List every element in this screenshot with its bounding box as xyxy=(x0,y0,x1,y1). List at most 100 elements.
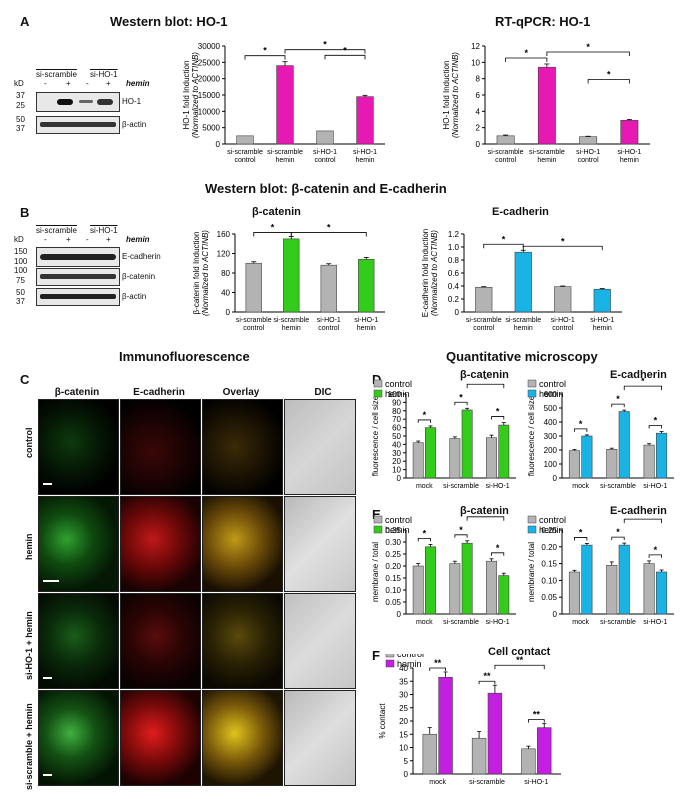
y-tick-label: 300 xyxy=(544,432,558,441)
x-tick-label: mock xyxy=(572,619,589,626)
y-tick-label: 120 xyxy=(217,250,231,259)
x-tick-label: mock xyxy=(429,779,446,786)
x-tick-label: hemin xyxy=(537,157,556,164)
legend-label: hemin xyxy=(397,659,422,669)
significance-marker: * xyxy=(616,527,620,537)
x-tick-label: si-HO-1 xyxy=(643,619,667,626)
y-axis-label: (Normalized to ACTINB) xyxy=(201,230,210,316)
y-tick-label: 10 xyxy=(392,466,401,475)
x-tick-label: si-HO-1 xyxy=(317,317,341,324)
title-quant: Quantitative microscopy xyxy=(446,349,598,364)
bar xyxy=(283,238,300,313)
immuno-row-label: control xyxy=(24,427,34,459)
significance-marker: * xyxy=(641,378,645,386)
significance-bracket xyxy=(478,680,496,685)
title-rtqpcr-ho1: RT-qPCR: HO-1 xyxy=(495,14,591,29)
blot-band-label: β-actin xyxy=(122,292,147,301)
significance-marker: * xyxy=(496,543,500,553)
x-tick-label: hemin xyxy=(514,325,533,332)
blot-marker: 50 xyxy=(16,288,25,297)
y-axis-label: β-catenin fold Induction xyxy=(192,232,201,315)
chart-e-ecad: 0 0.05 0.10 0.15 0.20 0.25 membrane / total moc… xyxy=(527,514,674,626)
y-axis-label: membrane / total xyxy=(527,542,536,602)
significance-marker: ** xyxy=(434,658,442,668)
significance-marker: * xyxy=(654,545,658,555)
significance-marker: * xyxy=(459,392,463,402)
y-tick-label: 50 xyxy=(392,432,401,441)
bar xyxy=(438,676,453,775)
blot-marker: 37 xyxy=(16,91,25,100)
y-tick-label: 5 xyxy=(404,757,409,766)
bar xyxy=(643,444,655,479)
significance-marker: * xyxy=(579,419,583,429)
legend-swatch xyxy=(527,389,537,398)
chart-e-bcat: 0 0.05 0.10 0.15 0.20 0.25 0.30 0.35 membrane / … xyxy=(371,514,516,626)
legend-swatch xyxy=(385,659,395,668)
blot-marker: 37 xyxy=(16,124,25,133)
y-axis-label: fluorescence / cell size xyxy=(371,395,380,476)
legend-swatch xyxy=(373,525,383,534)
blot-treat-label: - xyxy=(86,79,89,88)
y-tick-label: 100 xyxy=(388,390,402,399)
y-tick-label: 30 xyxy=(399,691,408,700)
scale-bar xyxy=(43,483,52,485)
legend-label: hemin xyxy=(385,389,410,399)
bar xyxy=(276,65,294,145)
y-tick-label: 90 xyxy=(392,398,401,407)
y-tick-label: 2 xyxy=(476,124,481,133)
y-tick-label: 0 xyxy=(397,610,402,619)
micrograph-siho1-bcat xyxy=(38,593,119,689)
y-tick-label: 0.6 xyxy=(448,269,460,278)
bar xyxy=(356,96,374,145)
y-tick-label: 15000 xyxy=(198,91,221,100)
legend-swatch xyxy=(385,654,395,658)
x-tick-label: hemin xyxy=(357,325,376,332)
blot-group-label: si-scramble xyxy=(36,70,77,79)
blot-treat-label: - xyxy=(44,235,47,244)
y-tick-label: 0.30 xyxy=(385,538,401,547)
y-tick-label: 80 xyxy=(392,407,401,416)
significance-bracket xyxy=(546,51,630,56)
x-tick-label: control xyxy=(578,157,599,164)
title-ecad: E-cadherin xyxy=(492,206,549,218)
significance-bracket xyxy=(648,554,662,558)
y-tick-label: 0.10 xyxy=(385,586,401,595)
y-tick-label: 12 xyxy=(471,42,480,51)
x-tick-label: si-HO-1 xyxy=(551,317,575,324)
x-tick-label: control xyxy=(243,325,264,332)
significance-bracket xyxy=(244,55,286,60)
significance-bracket xyxy=(522,245,603,251)
y-tick-label: 0.05 xyxy=(541,593,557,602)
bar xyxy=(568,450,580,479)
bar xyxy=(568,571,580,615)
western-blot-b: si-scramble si-HO-1 kD - + - + hemin 150… xyxy=(14,226,164,316)
legend-swatch xyxy=(373,379,383,388)
x-tick-label: control xyxy=(552,325,573,332)
chart-wb-bcat: 0 40 80 120 160 β-catenin fold Induction (Norm… xyxy=(192,222,385,332)
significance-marker: * xyxy=(579,527,583,537)
x-tick-label: control xyxy=(473,325,494,332)
bar xyxy=(606,449,618,479)
blot-strip-actin xyxy=(36,288,120,306)
y-tick-label: 35 xyxy=(399,677,408,686)
blot-treat-label: + xyxy=(66,79,71,88)
y-tick-label: 70 xyxy=(392,415,401,424)
y-tick-label: 0.4 xyxy=(448,282,460,291)
y-tick-label: 20000 xyxy=(198,75,221,84)
y-tick-label: 0.05 xyxy=(385,598,401,607)
y-axis-label: (Normalized to ACTINB) xyxy=(191,52,200,138)
blot-group-label: si-HO-1 xyxy=(90,70,118,79)
bar xyxy=(521,748,536,775)
y-tick-label: 0 xyxy=(553,610,558,619)
x-tick-label: hemin xyxy=(282,325,301,332)
blot-marker: 75 xyxy=(16,276,25,285)
y-tick-label: 80 xyxy=(221,269,230,278)
significance-bracket xyxy=(429,667,446,671)
blot-band-label: β-catenin xyxy=(122,272,156,281)
legend-swatch xyxy=(373,389,383,398)
bar xyxy=(496,135,515,145)
x-tick-label: si-HO-1 xyxy=(313,149,337,156)
y-tick-label: 15 xyxy=(399,730,408,739)
micrograph-hemin-dic xyxy=(284,496,356,592)
